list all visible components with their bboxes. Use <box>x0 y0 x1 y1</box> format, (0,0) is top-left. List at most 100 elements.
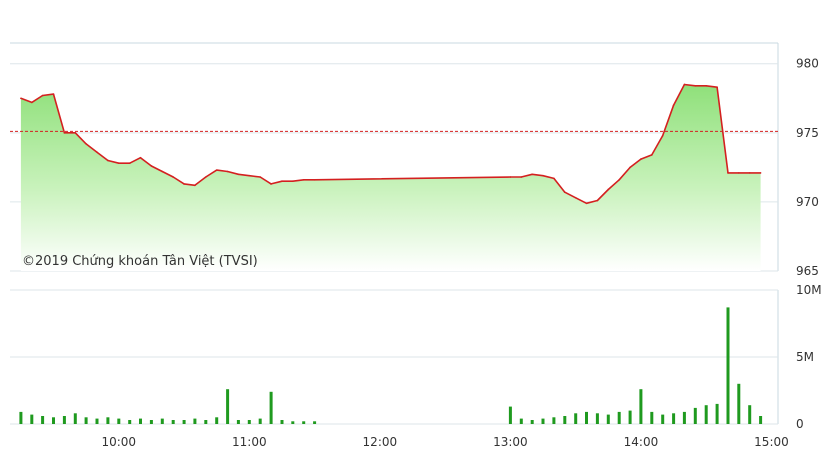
volume-bar <box>149 420 153 424</box>
volume-bar <box>128 420 132 424</box>
volume-bar <box>95 418 99 424</box>
price-point <box>259 176 261 178</box>
volume-bar <box>19 411 23 424</box>
price-point <box>607 188 610 191</box>
price-point <box>215 169 218 171</box>
price-point <box>52 93 55 95</box>
price-point <box>30 101 33 104</box>
x-tick-label: 11:00 <box>232 435 267 449</box>
volume-bar <box>585 411 588 424</box>
price-point <box>74 132 77 134</box>
volume-y-tick-label: 0 <box>796 417 804 431</box>
price-point <box>161 170 164 173</box>
price-point <box>596 199 599 202</box>
volume-bar <box>291 421 295 424</box>
volume-bar <box>280 420 284 424</box>
price-y-tick-label: 980 <box>796 57 819 71</box>
volume-bar <box>617 411 621 424</box>
price-point <box>683 83 686 86</box>
volume-bar <box>726 307 730 424</box>
price-point <box>281 180 283 182</box>
price-point <box>738 172 740 174</box>
volume-bar <box>606 414 610 424</box>
volume-bar <box>574 413 578 424</box>
volume-bar <box>41 416 45 424</box>
volume-bar <box>639 389 643 424</box>
price-y-tick-label: 970 <box>796 195 819 209</box>
price-point <box>20 97 22 100</box>
volume-bar <box>258 418 262 424</box>
volume-y-tick-label: 10M <box>796 283 822 297</box>
price-point <box>139 156 142 159</box>
price-point <box>128 162 131 165</box>
price-point <box>41 94 44 97</box>
price-point <box>107 159 109 162</box>
price-point <box>292 180 294 182</box>
volume-bar <box>672 413 676 424</box>
volume-bar <box>269 391 273 424</box>
price-point <box>270 183 272 185</box>
price-point <box>748 172 751 174</box>
volume-bar <box>508 406 512 424</box>
volume-bar <box>552 417 556 424</box>
volume-y-axis: 10M 5M 0 <box>796 283 822 431</box>
price-y-tick-label: 965 <box>796 264 819 278</box>
x-tick-label: 12:00 <box>363 435 398 449</box>
volume-bar <box>160 418 164 424</box>
price-point <box>183 183 185 185</box>
volume-bar <box>236 420 240 424</box>
price-point <box>205 176 207 178</box>
price-point <box>172 176 174 178</box>
volume-bar <box>541 418 545 424</box>
volume-bar <box>302 421 306 424</box>
volume-bar <box>737 383 741 424</box>
price-point <box>117 162 120 165</box>
volume-bar <box>106 417 110 424</box>
volume-bar <box>661 414 665 424</box>
volume-bar <box>759 416 763 424</box>
x-tick-label: 15:00 <box>754 435 789 449</box>
price-point <box>226 170 229 173</box>
price-point <box>63 132 66 134</box>
price-point <box>509 176 512 178</box>
volume-bar <box>171 420 175 424</box>
volume-bars <box>19 307 763 424</box>
price-point <box>759 172 762 174</box>
price-y-tick-label: 975 <box>796 126 819 140</box>
price-point <box>563 191 566 194</box>
price-point <box>640 158 642 160</box>
price-point <box>618 179 620 181</box>
price-point <box>96 151 98 153</box>
volume-bar <box>117 418 121 424</box>
x-tick-label: 13:00 <box>493 435 528 449</box>
volume-bar <box>73 413 77 424</box>
volume-bar <box>226 389 230 424</box>
volume-bar <box>52 417 55 424</box>
price-point <box>574 196 577 199</box>
volume-bar <box>62 416 66 424</box>
price-area <box>20 84 761 271</box>
volume-bar <box>519 418 523 424</box>
volume-bar <box>650 411 654 424</box>
price-point <box>672 104 675 106</box>
x-tick-label: 10:00 <box>101 435 136 449</box>
volume-bar <box>84 417 88 424</box>
x-tick-label: 14:00 <box>624 435 659 449</box>
price-point <box>237 173 240 176</box>
volume-bar <box>563 416 567 424</box>
volume-bar <box>30 414 34 424</box>
volume-bar <box>204 420 208 424</box>
price-point <box>694 85 697 87</box>
volume-bar <box>139 418 142 424</box>
price-point <box>531 173 533 176</box>
price-point <box>585 202 588 205</box>
price-series-line <box>20 83 761 205</box>
volume-bar <box>715 403 719 424</box>
price-point <box>651 154 653 156</box>
price-point <box>553 177 555 180</box>
price-point <box>727 172 729 174</box>
price-point <box>302 179 305 181</box>
price-point <box>520 176 523 178</box>
price-point <box>313 179 316 181</box>
